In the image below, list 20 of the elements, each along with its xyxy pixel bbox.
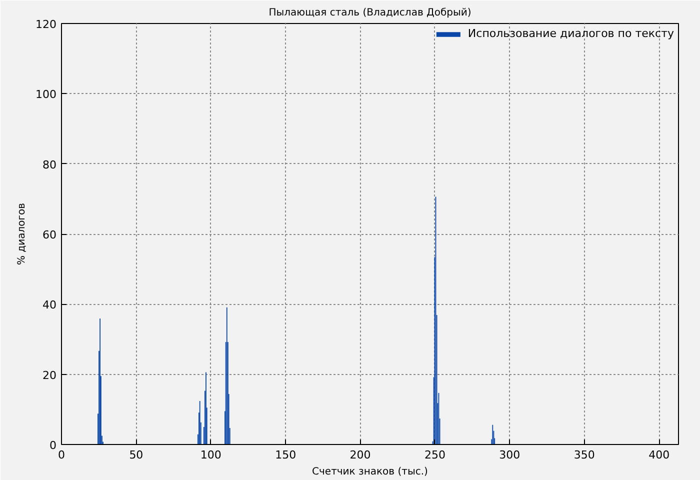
y-tick-label: 0 [50,439,56,452]
x-axis-title: Счетчик знаков (тыс.) [312,466,428,478]
chart-title: Пылающая сталь (Владислав Добрый) [268,8,472,18]
x-tick-label: 0 [58,448,65,462]
y-tick-label: 80 [42,158,57,172]
x-tick-label: 150 [275,448,296,462]
x-tick-label: 350 [574,448,595,462]
y-tick-label: 120 [36,18,57,31]
x-tick-label: 200 [350,448,371,462]
y-tick-label: 20 [42,368,57,382]
x-tick-label: 400 [648,448,670,462]
x-tick-label: 300 [499,448,520,462]
y-tick-label: 100 [36,88,57,102]
y-tick-label: 60 [42,228,57,242]
x-tick-label: 50 [129,448,144,462]
y-tick-label: 40 [42,298,57,312]
x-tick-label: 250 [424,448,446,462]
legend-label: Использование диалогов по тексту [468,27,674,40]
x-tick-label: 100 [200,448,222,462]
y-axis-title: % диалогов [16,202,28,265]
